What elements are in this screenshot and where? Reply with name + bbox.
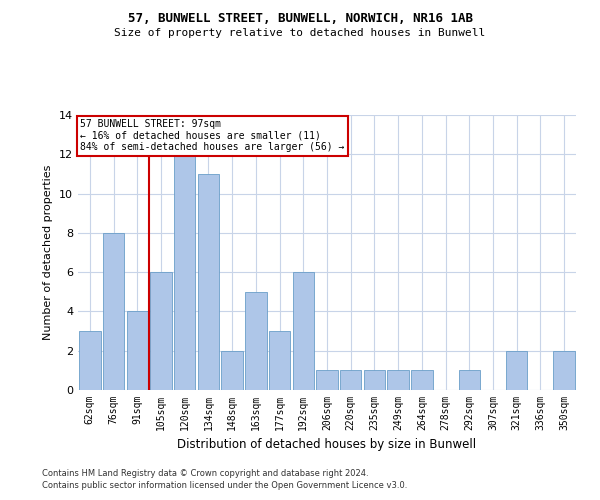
X-axis label: Distribution of detached houses by size in Bunwell: Distribution of detached houses by size …	[178, 438, 476, 452]
Text: Contains HM Land Registry data © Crown copyright and database right 2024.: Contains HM Land Registry data © Crown c…	[42, 468, 368, 477]
Bar	[506, 350, 527, 390]
Bar	[411, 370, 433, 390]
Bar	[103, 233, 124, 390]
Bar	[340, 370, 361, 390]
Y-axis label: Number of detached properties: Number of detached properties	[43, 165, 53, 340]
Bar	[174, 154, 196, 390]
Text: Contains public sector information licensed under the Open Government Licence v3: Contains public sector information licen…	[42, 481, 407, 490]
Bar	[221, 350, 243, 390]
Bar	[364, 370, 385, 390]
Bar	[269, 331, 290, 390]
Bar	[245, 292, 266, 390]
Bar	[316, 370, 338, 390]
Bar	[79, 331, 101, 390]
Bar	[458, 370, 480, 390]
Bar	[198, 174, 219, 390]
Bar	[293, 272, 314, 390]
Text: 57 BUNWELL STREET: 97sqm
← 16% of detached houses are smaller (11)
84% of semi-d: 57 BUNWELL STREET: 97sqm ← 16% of detach…	[80, 119, 345, 152]
Bar	[388, 370, 409, 390]
Text: Size of property relative to detached houses in Bunwell: Size of property relative to detached ho…	[115, 28, 485, 38]
Bar	[553, 350, 575, 390]
Bar	[151, 272, 172, 390]
Bar	[127, 312, 148, 390]
Text: 57, BUNWELL STREET, BUNWELL, NORWICH, NR16 1AB: 57, BUNWELL STREET, BUNWELL, NORWICH, NR…	[128, 12, 473, 26]
